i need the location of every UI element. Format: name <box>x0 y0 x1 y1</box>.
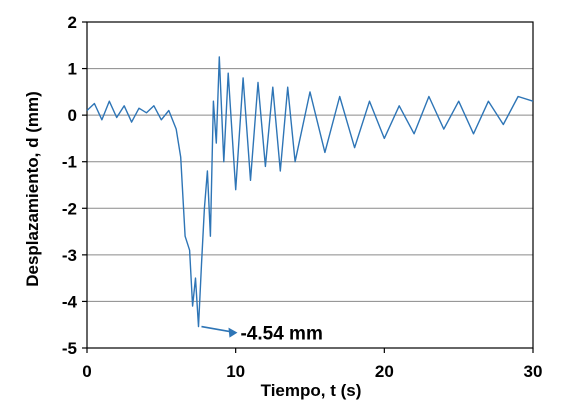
x-tick-label: 30 <box>524 362 543 381</box>
annotation-label: -4.54 mm <box>240 324 322 345</box>
y-tick-label: 1 <box>68 60 77 79</box>
y-tick-label: -5 <box>62 339 77 358</box>
gridlines <box>87 68 533 302</box>
series-group <box>86 56 534 328</box>
axis-ticks: 210-1-2-3-4-50 10 20 30 <box>62 13 543 381</box>
plot-area-frame <box>86 21 534 349</box>
y-axis-title: Desplazamiento, d (mm) <box>23 91 42 287</box>
y-tick-label: -3 <box>62 246 77 265</box>
x-tick-label: 20 <box>375 362 394 381</box>
x-tick-label: 10 <box>226 362 245 381</box>
y-tick-label: -4 <box>62 292 78 311</box>
series-line-0 <box>86 56 534 328</box>
y-tick-label: 2 <box>68 13 77 32</box>
annotation-arrowhead <box>228 327 238 338</box>
x-tick-label: 0 <box>82 362 91 381</box>
y-tick-label: -1 <box>62 153 77 172</box>
y-tick-label: -2 <box>62 199 77 218</box>
y-tick-label: 0 <box>68 106 77 125</box>
annotation-group: -4.54 mm <box>201 324 323 345</box>
x-axis-title: Tiempo, t (s) <box>261 381 362 400</box>
